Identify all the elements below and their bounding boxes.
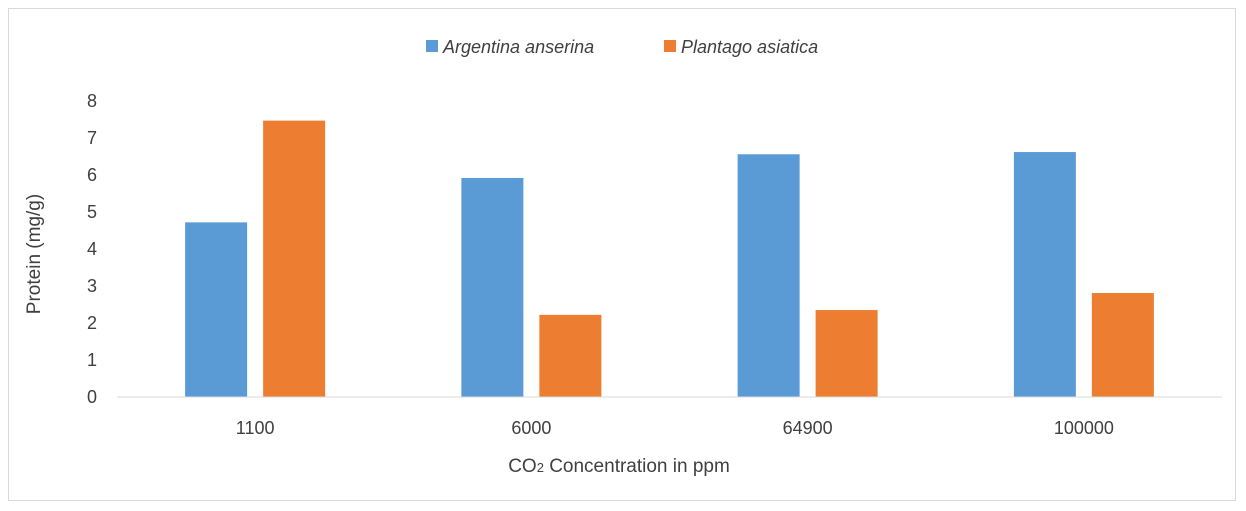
bar-argentina-anserina-100000 [1013,152,1076,397]
y-tick-label: 6 [87,165,97,185]
x-axis-title-main: CO [508,456,537,477]
x-tick-label: 100000 [1054,418,1114,438]
bar-plantago-asiatica-100000 [1091,293,1154,397]
y-tick-label: 4 [87,239,97,259]
y-tick-label: 7 [87,128,97,148]
y-tick-label: 2 [87,313,97,333]
bar-argentina-anserina-1100 [185,222,248,397]
x-tick-label: 6000 [511,418,551,438]
legend-swatch-plantago-asiatica [664,40,676,52]
y-tick-labels: 0 1 2 3 4 5 6 7 8 [87,91,97,407]
bar-plantago-asiatica-6000 [539,314,602,397]
y-tick-label: 1 [87,350,97,370]
y-axis-title: Protein (mg/g) [24,194,45,314]
bar-argentina-anserina-6000 [461,177,524,397]
y-tick-label: 8 [87,91,97,111]
bars [185,120,1154,398]
legend-label-argentina-anserina: Argentina anserina [442,37,594,57]
x-tick-labels: 1100 6000 64900 100000 [236,418,1114,438]
x-axis-title-rest: Concentration in ppm [544,456,730,477]
bar-argentina-anserina-64900 [737,154,800,397]
legend: Argentina anserina Plantago asiatica [426,37,818,57]
y-tick-label: 0 [87,387,97,407]
y-tick-label: 5 [87,202,97,222]
x-axis-title-subscript: 2 [537,460,544,475]
bar-plantago-asiatica-1100 [263,120,326,398]
bar-plantago-asiatica-64900 [815,310,878,397]
x-tick-label: 1100 [236,418,275,438]
x-axis-title: CO2 Concentration in ppm [508,456,730,477]
legend-swatch-argentina-anserina [426,40,438,52]
x-tick-label: 64900 [783,418,833,438]
y-tick-label: 3 [87,276,97,296]
legend-label-plantago-asiatica: Plantago asiatica [681,37,818,57]
